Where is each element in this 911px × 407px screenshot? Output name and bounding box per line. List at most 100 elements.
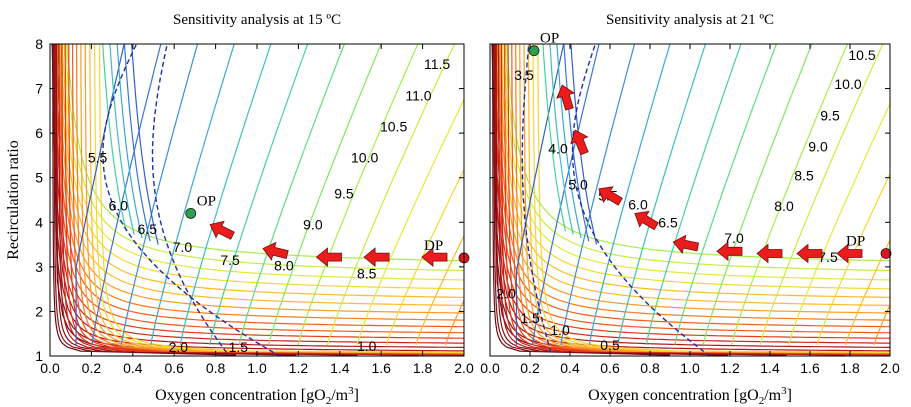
contour-line — [150, 44, 235, 346]
contour-line — [55, 44, 464, 339]
contour-label: 4.0 — [548, 141, 568, 157]
point-label: DP — [846, 233, 865, 249]
contour-line — [759, 44, 884, 346]
contour-line — [238, 44, 346, 346]
contour-line — [56, 44, 464, 328]
x-tick-label: 0.2 — [82, 360, 102, 376]
direction-arrow — [598, 186, 623, 206]
contour-line — [120, 44, 199, 346]
contour-line — [556, 44, 582, 239]
contour-label: 11.0 — [405, 87, 431, 103]
chart-title: Sensitivity analysis at 21 ºC — [606, 12, 774, 28]
contour-line — [91, 44, 162, 345]
contour-label: 8.5 — [357, 266, 377, 282]
contour-line — [506, 44, 890, 262]
contour-label: 9.5 — [820, 107, 840, 123]
contour-line — [53, 44, 297, 356]
direction-arrow — [672, 234, 700, 254]
contour-line — [61, 44, 464, 290]
x-tick-label: 1.6 — [800, 360, 820, 376]
x-tick-label: 0.0 — [40, 360, 60, 376]
y-tick-label: 4 — [35, 214, 43, 230]
x-tick-label: 2.0 — [454, 360, 474, 376]
x-tick-label: 0.6 — [164, 360, 184, 376]
contour-line — [500, 44, 890, 298]
contour-line — [356, 98, 464, 346]
contour-label: 7.5 — [818, 249, 838, 265]
contour-line — [731, 44, 848, 346]
contour-line — [645, 44, 742, 346]
contour-line — [532, 44, 890, 353]
x-axis-label: Oxygen concentration [gO2/m3] — [155, 385, 359, 407]
operating-point-marker — [185, 207, 197, 219]
contour-lines: 11.5 11.0 10.510.0 9.5 9.0 8.5 8.0 7.5 7.0 6.5 6.0… — [51, 44, 464, 356]
contour-line — [68, 44, 464, 355]
contour-label: 1.5 — [229, 339, 249, 355]
contour-label: 8.0 — [774, 198, 794, 214]
x-tick-label: 1.0 — [680, 360, 700, 376]
design-point-marker — [880, 248, 892, 259]
contour-line — [788, 102, 890, 346]
contour-label: 1.5 — [520, 310, 540, 326]
contour-line — [501, 44, 890, 290]
contour-label: 2.0 — [169, 339, 189, 355]
contour-line — [268, 44, 382, 346]
contour-line — [560, 44, 636, 345]
x-tick-label: 1.4 — [760, 360, 780, 376]
contour-line — [498, 44, 890, 314]
y-tick-label: 6 — [35, 125, 43, 141]
dashed-curve — [102, 44, 281, 356]
direction-arrow — [556, 84, 575, 111]
x-tick-label: 1.6 — [371, 360, 391, 376]
direction-arrow — [209, 220, 235, 240]
contour-line — [495, 44, 890, 339]
direction-arrow — [634, 210, 659, 231]
dashed-curve — [521, 44, 553, 356]
contour-line — [61, 44, 464, 356]
contour-label: 10.5 — [848, 47, 875, 63]
contour-label: 0.5 — [600, 337, 620, 353]
contour-line — [385, 168, 464, 346]
contour-line — [507, 44, 890, 355]
contour-line — [52, 44, 237, 356]
x-tick-label: 2.0 — [880, 360, 900, 376]
contour-line — [816, 172, 890, 346]
contour-line — [519, 44, 890, 354]
contour-line — [123, 44, 151, 242]
contour-line — [55, 44, 358, 356]
contour-label: 1.0 — [357, 338, 377, 354]
contour-label: 9.0 — [303, 217, 323, 233]
contour-line — [57, 44, 464, 321]
x-tick-label: 1.4 — [330, 360, 350, 376]
x-tick-label: 1.2 — [720, 360, 740, 376]
contour-label: 6.5 — [138, 221, 158, 237]
contour-line — [75, 44, 125, 345]
contour-line — [98, 44, 464, 353]
contour-line — [80, 44, 464, 354]
contour-line — [674, 44, 778, 346]
contour-line — [495, 44, 787, 356]
contour-label: 8.0 — [274, 258, 294, 274]
y-tick-label: 1 — [35, 348, 43, 364]
contour-label: 10.0 — [834, 76, 861, 92]
contour-line — [496, 44, 890, 334]
x-tick-label: 1.8 — [840, 360, 860, 376]
contour-label: 10.0 — [351, 150, 378, 166]
contour-line — [415, 234, 464, 346]
contour-line — [102, 44, 127, 232]
operating-point-marker — [528, 45, 540, 57]
contour-label: 11.5 — [424, 56, 450, 72]
contour-line — [63, 44, 464, 281]
contour-label: 10.5 — [380, 118, 407, 134]
x-tick-label: 1.2 — [289, 360, 309, 376]
direction-arrow — [756, 243, 783, 264]
contour-line — [72, 44, 464, 355]
contour-line — [492, 44, 670, 356]
direction-arrow — [315, 247, 342, 267]
point-label: DP — [424, 238, 443, 254]
contour-line — [56, 44, 464, 334]
contour-label: 7.5 — [220, 252, 240, 268]
x-tick-label: 0.8 — [206, 360, 226, 376]
y-tick-label: 3 — [35, 259, 43, 275]
dashed-curve — [571, 44, 711, 356]
